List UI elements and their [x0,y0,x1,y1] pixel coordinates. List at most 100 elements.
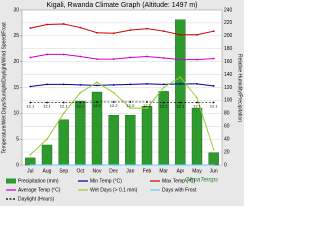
x-tick-label: Jul [27,168,33,174]
point [96,84,98,87]
point [112,84,115,86]
y-tick-label: 15 [13,85,19,91]
y2-tick-label: 100 [224,98,233,104]
point [212,164,215,166]
point [162,83,165,86]
point [196,58,198,61]
point [179,164,182,166]
point [46,53,48,56]
point [162,101,165,104]
y2-tick-label: 140 [224,72,233,78]
point [96,31,98,34]
point [196,96,198,99]
point [62,112,65,115]
point [146,101,148,103]
point [179,101,182,104]
y2-tick-label: 60 [224,124,230,130]
x-tick-label: Apr [176,168,184,174]
bar [25,157,36,166]
point [46,101,48,104]
y2-tick-label: 40 [224,136,230,142]
legend-swatch [6,178,16,184]
point [29,164,32,166]
legend-label: Precipitation (mm) [18,178,59,184]
chart: Kigali, Rwanda Climate Graph (Altitude: … [0,0,244,206]
y-axis-label: Temperature/Wet Days/Sunlight/Daylight/W… [1,22,7,154]
point [129,56,132,59]
point [179,76,182,79]
page: Kigali, Rwanda Climate Graph (Altitude: … [0,0,244,206]
line [29,76,215,156]
y2-tick-label: 0 [224,162,227,168]
x-tick-label: Sep [59,168,68,174]
x-tick-label: Dec [109,168,118,174]
point [96,101,98,103]
x-tick-label: Oct [76,168,84,174]
bar [58,119,69,166]
x-tick-label: May [192,168,202,174]
point [146,164,148,166]
y-tick-label: 5 [16,136,19,142]
point [196,33,198,36]
chart-title: Kigali, Rwanda Climate Graph (Altitude: … [47,2,198,9]
y2-tick-label: 160 [224,59,233,65]
line [30,53,214,61]
point [146,107,148,110]
point [112,58,115,60]
point [79,101,82,104]
point [29,101,32,104]
point [79,84,82,86]
bar [108,115,119,166]
point [46,164,48,166]
point [112,164,115,166]
point [196,164,198,166]
y-tick-label: 10 [13,111,19,117]
y2-tick-label: 200 [224,33,233,39]
point [129,83,132,86]
point [212,85,215,87]
bar [141,106,153,166]
legend-label: Average Temp (°C) [18,187,61,193]
point [62,53,65,56]
point [46,138,48,141]
y-tick-label: 20 [13,59,19,65]
x-tick-label: Aug [43,168,52,174]
data-label: 12.1 [193,104,202,109]
bar [41,144,53,166]
x-tick-label: Nov [93,168,102,174]
data-label: 12.2 [143,103,152,108]
point [96,81,98,84]
point [62,83,65,86]
point [129,29,132,32]
x-tick-label: Mar [159,168,168,174]
bar [75,100,86,166]
point [112,32,115,35]
line [30,23,214,36]
bar [208,152,219,166]
bar [175,19,186,166]
data-label: 12.1 [176,104,185,109]
legend-label: Days with Frost [162,187,197,193]
point [62,164,65,166]
brand: ClimaTemps [185,178,218,184]
point [146,82,148,85]
legend-label: Max Temp (°C) [162,178,196,184]
point [162,86,165,89]
point [62,23,65,25]
point [29,27,32,29]
point [179,58,182,61]
point [29,85,32,88]
y-tick-label: 0 [16,162,19,168]
point [29,56,32,59]
line [30,83,214,87]
legend-label: Min Temp (°C) [90,178,122,184]
point [212,30,215,33]
legend-label: Daylight (Hours) [18,196,54,202]
data-label: 12.2 [93,103,102,108]
point [112,91,115,94]
x-tick-label: Feb [143,168,152,174]
point [196,101,198,104]
point [79,55,82,58]
point [212,101,215,104]
point [146,27,148,30]
